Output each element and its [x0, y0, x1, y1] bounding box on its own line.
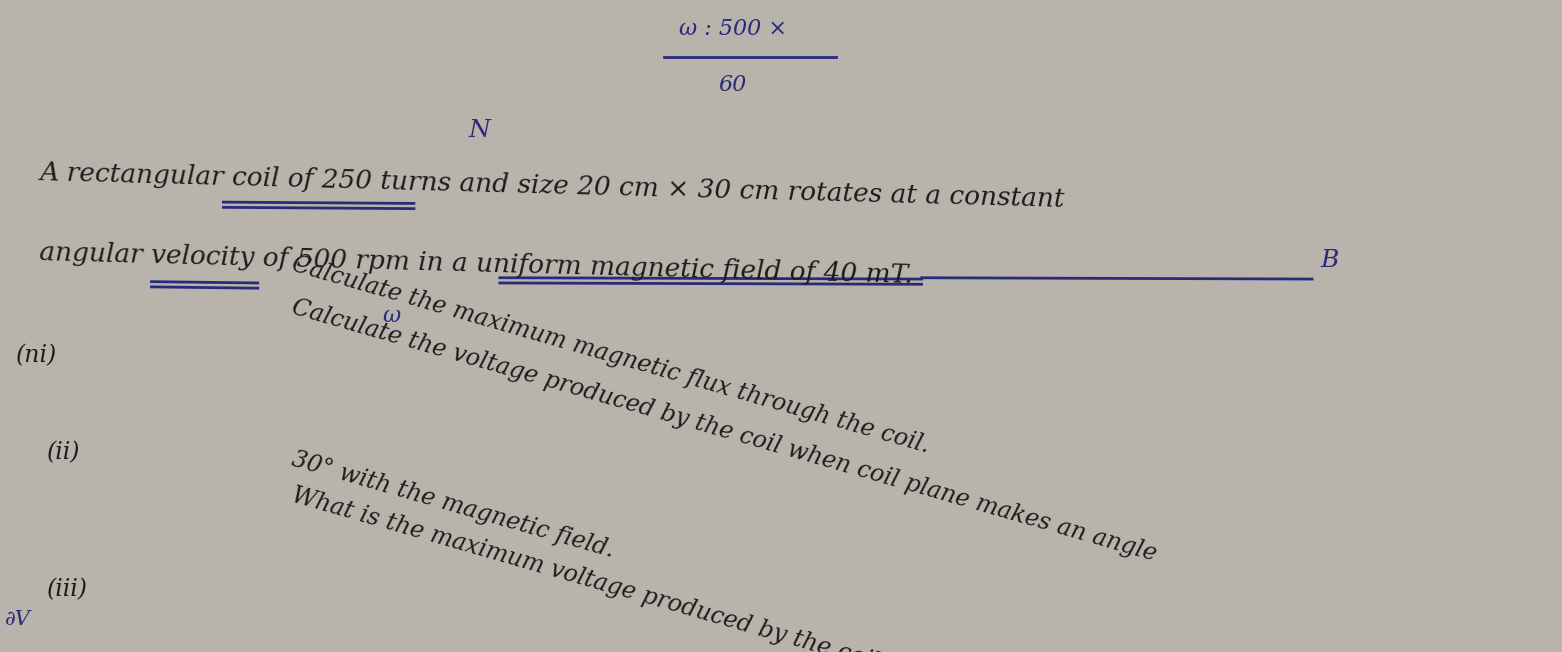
Text: What is the maximum voltage produced by the coil.: What is the maximum voltage produced by …: [289, 484, 889, 652]
Text: ∂V: ∂V: [5, 610, 31, 629]
Text: Calculate the maximum magnetic flux through the coil.: Calculate the maximum magnetic flux thro…: [289, 253, 933, 458]
Text: (ni): (ni): [16, 344, 56, 367]
Text: 60: 60: [719, 74, 747, 96]
Text: A rectangular coil of 250 turns and size 20 cm × 30 cm rotates at a constant: A rectangular coil of 250 turns and size…: [39, 160, 1065, 212]
Text: Calculate the voltage produced by the coil when coil plane makes an angle: Calculate the voltage produced by the co…: [289, 295, 1159, 565]
Text: angular velocity of 500 rpm in a uniform magnetic field of 40 mT.: angular velocity of 500 rpm in a uniform…: [39, 240, 914, 288]
Text: ω : 500 ×: ω : 500 ×: [679, 18, 787, 40]
Text: (iii): (iii): [47, 578, 87, 602]
Text: ω: ω: [383, 305, 401, 327]
Text: 30° with the magnetic field.: 30° with the magnetic field.: [289, 448, 617, 563]
Text: (ii): (ii): [47, 441, 80, 465]
Text: N: N: [469, 119, 490, 142]
Text: B: B: [1320, 249, 1339, 273]
